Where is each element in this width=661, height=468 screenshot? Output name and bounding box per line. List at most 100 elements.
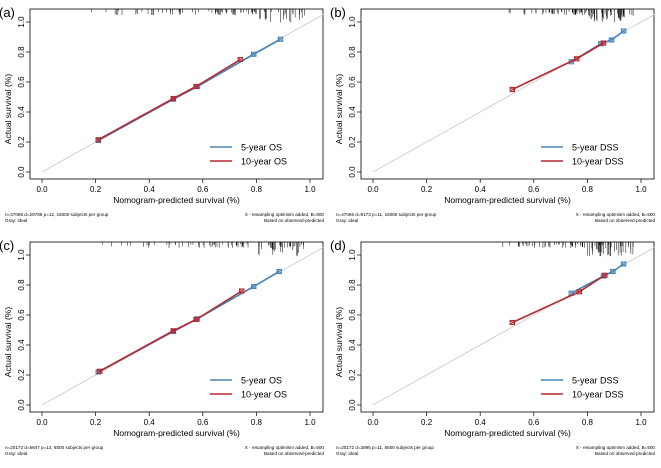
y-tick-label: 0.2 (17, 136, 26, 148)
x-tick-label: 0.6 (197, 185, 209, 194)
x-tick-label: 0.8 (582, 418, 594, 427)
footnote-right: X - resampling optimism added, B=500 (576, 212, 656, 217)
calibration-panel: 0.0 0.2 0.4 0.6 0.8 1.0 0.0 0.2 0.4 0.6 0.8 1.0 Nomo… (330, 5, 655, 223)
x-tick-label: 1.0 (635, 418, 647, 427)
series-point-cross (620, 261, 627, 267)
plot-frame (360, 241, 655, 413)
series-point (96, 368, 103, 374)
footnote-left: Gray: ideal (336, 218, 358, 223)
y-tick-label: 0.6 (17, 309, 26, 321)
series-point-cross (95, 136, 102, 143)
footnote-right: Based on observed-predicted (264, 218, 324, 223)
x-tick-label: 0.4 (475, 418, 487, 427)
y-tick-label: 0.6 (17, 76, 26, 88)
panel-label: (b) (330, 5, 346, 20)
x-tick-label: 1.0 (635, 185, 647, 194)
y-tick-label: 0.4 (348, 339, 357, 351)
series-point (277, 36, 284, 42)
x-tick-label: 0.0 (36, 418, 48, 427)
series-point (620, 261, 627, 267)
calibration-panel: 0.0 0.2 0.4 0.6 0.8 1.0 0.0 0.2 0.4 0.6 0.8 1.0 Nomo… (0, 238, 324, 456)
series-point-cross (96, 368, 103, 375)
series-point-cross (509, 319, 516, 326)
footnote-right: Based on observed-predicted (264, 451, 324, 456)
legend-label: 5-year OS (241, 376, 282, 386)
x-axis-title: Nomogram-predicted survival (%) (113, 195, 240, 205)
series-point (509, 86, 516, 93)
y-tick-label: 0.0 (17, 399, 26, 411)
x-tick-label: 1.0 (304, 418, 316, 427)
series-point (237, 56, 244, 63)
series-point-cross (568, 290, 575, 297)
series-point (573, 56, 580, 62)
x-tick-label: 0.2 (421, 185, 433, 194)
series-point-cross (620, 28, 627, 34)
series-point (610, 268, 616, 275)
series-point-cross (608, 37, 615, 43)
series-point (600, 40, 607, 46)
x-axis-title: Nomogram-predicted survival (%) (444, 428, 571, 438)
y-tick-label: 1.0 (348, 16, 357, 28)
x-tick-label: 0.4 (475, 185, 487, 194)
x-axis-title: Nomogram-predicted survival (%) (113, 428, 240, 438)
series-point-cross (610, 268, 616, 275)
series-point-cross (250, 51, 257, 58)
series-point (509, 319, 516, 326)
series-point-cross (193, 83, 199, 90)
series-point (250, 283, 257, 290)
y-tick-label: 0.4 (17, 339, 26, 351)
y-tick-label: 1.0 (348, 249, 357, 261)
series-point (602, 272, 608, 278)
plot-frame (360, 8, 655, 180)
series-point-cross (237, 56, 244, 63)
footnote-left: Gray: ideal (336, 451, 358, 456)
series-point (193, 83, 199, 90)
series-point-cross (250, 283, 257, 290)
x-tick-label: 0.6 (528, 418, 540, 427)
x-tick-label: 0.6 (197, 418, 209, 427)
legend-label: 10-year DSS (572, 390, 624, 400)
series-point (608, 37, 615, 43)
series-point (170, 95, 177, 102)
series-point-cross (193, 316, 199, 323)
legend-label: 5-year DSS (572, 376, 619, 386)
y-axis-title: Actual survival (%) (3, 74, 13, 145)
series-point (620, 28, 627, 34)
series-point (250, 51, 257, 57)
y-tick-label: 0.4 (348, 106, 357, 118)
series-point (238, 288, 245, 294)
plot-frame (29, 8, 324, 180)
series-point-cross (170, 327, 177, 334)
legend-label: 10-year OS (241, 157, 287, 167)
plot-frame (29, 241, 324, 413)
y-tick-label: 0.6 (348, 309, 357, 321)
x-tick-label: 0.0 (367, 185, 379, 194)
footnote-left: Gray: ideal (5, 451, 27, 456)
y-tick-label: 0.2 (17, 369, 26, 381)
series-point (193, 316, 199, 323)
y-tick-label: 0.2 (348, 369, 357, 381)
panel-label: (a) (0, 5, 15, 20)
y-axis-title: Actual survival (%) (3, 307, 13, 378)
y-tick-label: 0.8 (348, 46, 357, 58)
series-point-cross (576, 288, 583, 295)
panel-label: (c) (0, 238, 14, 253)
footnote-left: Gray: ideal (5, 218, 27, 223)
footnote-left: n=20172 d=8847 p=12, 6500 subjects per g… (5, 445, 104, 450)
x-tick-label: 0.4 (144, 185, 156, 194)
footnote-right: X - resampling optimism added, B=500 (245, 445, 325, 450)
footnote-left: n=20172 d=3895 p=11, 6500 subjects per g… (336, 445, 434, 450)
legend-label: 10-year OS (241, 390, 287, 400)
y-tick-label: 0.0 (348, 399, 357, 411)
legend-label: 10-year DSS (572, 157, 624, 167)
calibration-panel: 0.0 0.2 0.4 0.6 0.8 1.0 0.0 0.2 0.4 0.6 0.8 1.0 Nomo… (0, 5, 324, 223)
x-tick-label: 0.2 (421, 418, 433, 427)
x-tick-label: 0.6 (528, 185, 540, 194)
footnote-right: Based on observed-predicted (595, 451, 655, 456)
series-point-cross (602, 272, 608, 279)
series-line (570, 263, 625, 294)
x-tick-label: 0.0 (36, 185, 48, 194)
footnote-left: n=47066 d=20789 p=12, 15000 subjects per… (5, 212, 109, 217)
series-point (576, 289, 583, 295)
